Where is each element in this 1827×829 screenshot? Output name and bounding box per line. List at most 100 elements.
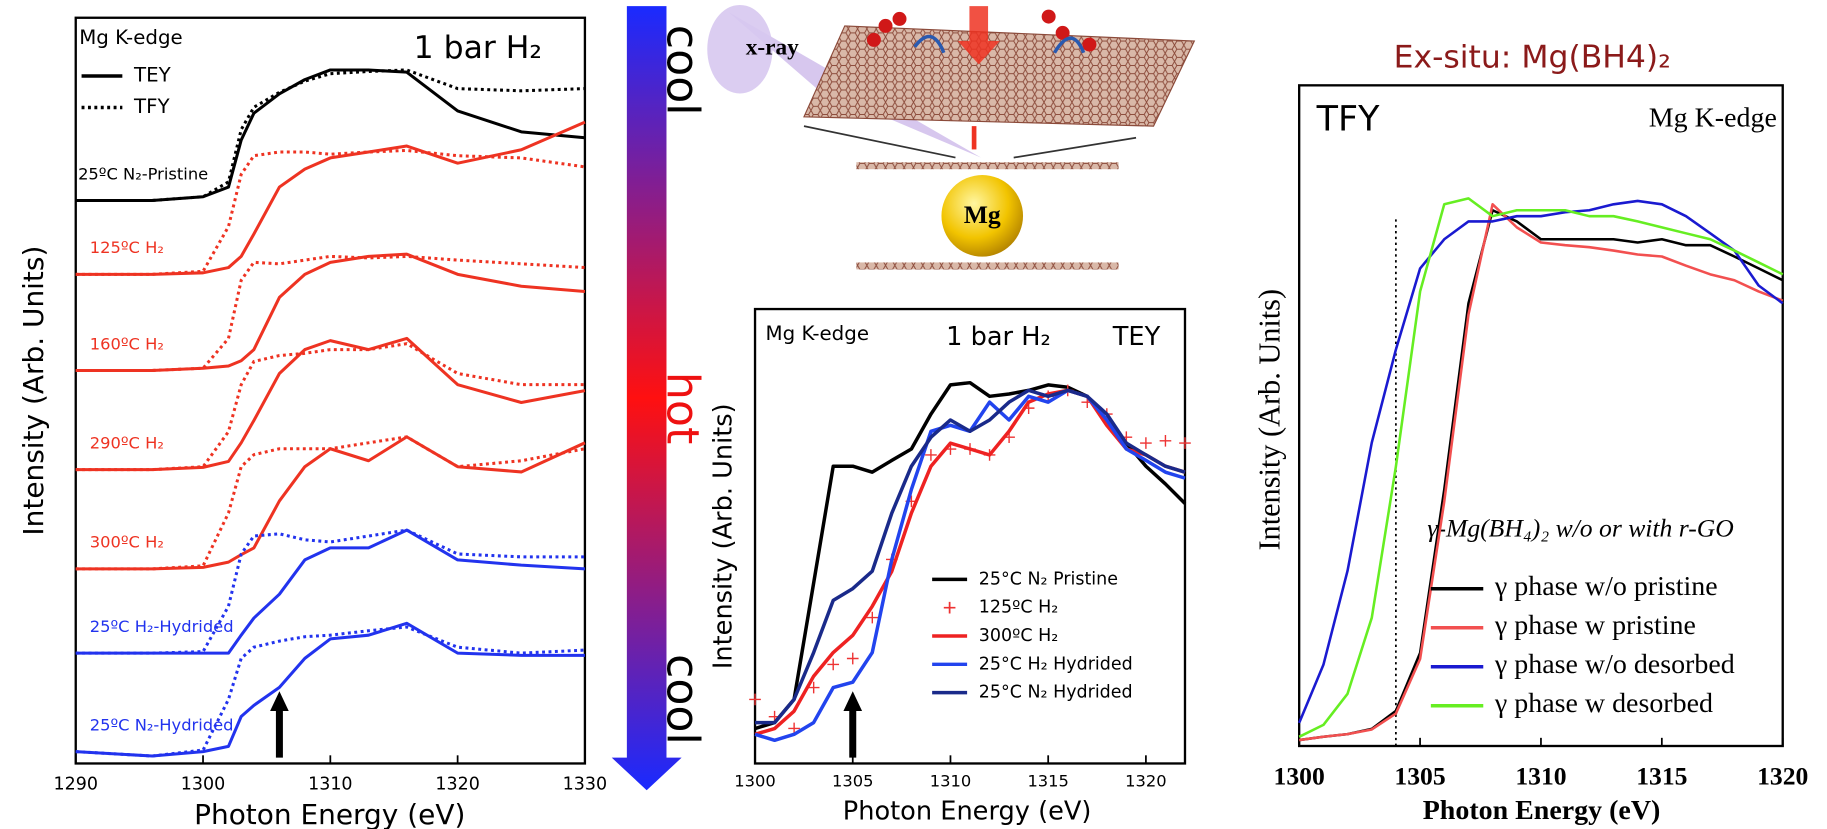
line [75,254,586,372]
guide-line [803,125,956,159]
x-tick-label: 1305 [1394,761,1445,790]
gradient-arrow [611,6,682,791]
molecule [892,11,907,26]
x-axis-label: Photon Energy (eV) [843,796,1092,826]
series-label: 160ºC H₂ [90,334,164,353]
legend-label: 125ºC H₂ [979,598,1058,618]
panel-label: Mg K-edge [79,26,182,49]
line [75,342,585,472]
legend-label: TFY [133,95,170,118]
x-tick-label: 1315 [1027,772,1068,791]
gradient-label: cool [656,654,707,745]
x-tick-label: 1300 [734,772,775,791]
x-tick-label: 1315 [1636,761,1687,790]
plot-frame [753,307,1187,765]
x-tick-label: 1320 [435,774,479,794]
line [754,388,1186,737]
legend-label: 25°C H₂ Hydrided [979,654,1133,674]
line [75,625,585,758]
molecule [1082,37,1097,52]
series-label: 125ºC H₂ [90,238,164,257]
series-label: 290ºC H₂ [90,434,164,453]
series-label: 25ºC H₂-Hydrided [90,617,234,636]
line [75,528,586,655]
mg-particle [941,175,1024,257]
y-axis-label: Intensity (Arb. Units) [709,403,739,669]
x-tick-label: 1330 [563,774,607,794]
x-tick-label: 1300 [181,774,225,794]
x-axis-label: Photon Energy (eV) [1423,795,1661,826]
x-tick-label: 1305 [832,772,873,791]
mode-label: TEY [1112,322,1161,352]
x-tick-label: 1320 [1125,772,1166,791]
legend-swatch [943,601,956,614]
line [75,252,586,372]
x-tick-label: 1320 [1757,761,1808,790]
arrow [843,691,863,758]
condition-label: 1 bar H₂ [414,30,542,66]
legend-label: γ phase w/o pristine [1494,571,1718,602]
x-tick-label: 1310 [1515,761,1566,790]
flow-arrow [957,6,1000,65]
x-tick-label: 1300 [1274,761,1325,790]
marker [866,611,879,624]
molecule [878,18,893,33]
legend-label: TEY [133,64,172,87]
series-label: 25ºC N₂-Pristine [78,164,208,183]
x-tick-label: 1310 [308,774,352,794]
chart-title: Ex-situ: Mg(BH4)₂ [1394,40,1671,76]
marker [1140,437,1152,449]
particle-label: Mg [964,200,1001,229]
beam-label: x-ray [746,35,799,61]
marker [846,652,859,665]
plot-frame [1298,84,1784,748]
panel-label: Mg K-edge [1649,103,1777,134]
x-tick-label: 1290 [54,774,98,794]
guide-line [1013,136,1137,159]
marker [1179,437,1191,449]
curl-arrow [913,34,946,54]
legend-label: γ phase w/o desorbed [1494,649,1735,680]
line [75,120,586,276]
mode-label: TFY [1316,99,1380,139]
line [755,388,1186,725]
annotation: γ-Mg(BH₄)₂ w/o or with r-GO [1427,513,1733,542]
marker [807,681,820,694]
line [1298,197,1784,738]
line [75,528,585,655]
legend-label: 300ºC H₂ [979,626,1058,646]
line [75,148,586,276]
line [75,68,586,202]
line [1297,199,1784,724]
legend-label: γ phase w pristine [1494,610,1696,641]
diagram: x-ray Mg [707,4,1196,270]
y-axis-label: Intensity (Arb. Units) [1252,289,1286,551]
marker [925,449,937,461]
molecule [1055,25,1070,40]
molecule [866,32,881,47]
series-label: 25ºC N₂-Hydrided [90,715,234,734]
legend-label: 25°C N₂ Hydrided [979,683,1133,703]
panel-label: Mg K-edge [766,322,869,345]
condition-label: 1 bar H₂ [946,322,1051,352]
marker [1159,435,1172,447]
marker [827,658,840,671]
legend-label: 25°C N₂ Pristine [979,569,1118,589]
line [75,435,586,571]
xray-source [707,4,773,94]
line [75,336,586,472]
curl-arrow [1052,36,1086,54]
line [1299,203,1784,742]
line [75,621,585,758]
gradient-label: hot [656,372,707,445]
sheet-edge [856,162,1119,170]
x-axis-label: Photon Energy (eV) [194,798,465,829]
marker [749,693,761,706]
legend-label: γ phase w desorbed [1494,688,1713,719]
series-label: 300ºC H₂ [90,533,164,552]
sheet-edge [856,262,1119,270]
graphene-sheet [803,25,1196,127]
arrow [270,691,289,758]
